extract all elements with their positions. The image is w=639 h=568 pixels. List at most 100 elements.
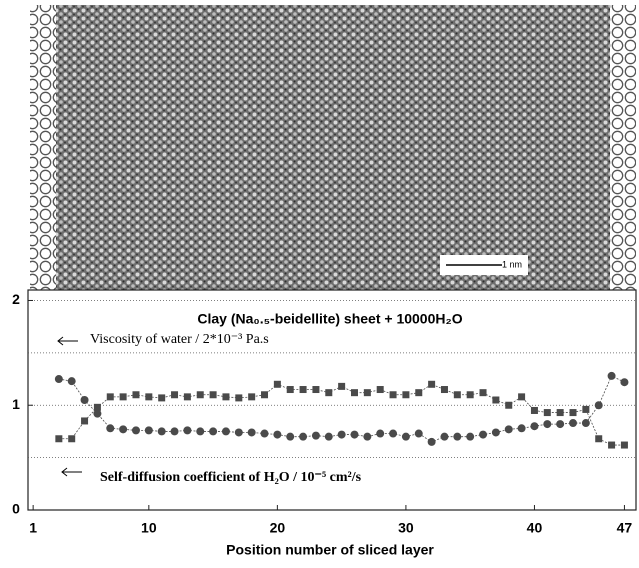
square-marker bbox=[350, 389, 358, 397]
circle-marker bbox=[247, 428, 256, 437]
square-marker bbox=[363, 389, 371, 397]
square-marker bbox=[106, 393, 114, 401]
circle-marker bbox=[543, 420, 552, 429]
x-tick-label: 10 bbox=[141, 520, 157, 536]
square-marker bbox=[299, 386, 307, 394]
square-marker bbox=[492, 396, 500, 404]
square-marker bbox=[428, 380, 436, 388]
scale-bar-label: 1 nm bbox=[502, 259, 522, 269]
circle-marker bbox=[350, 430, 359, 439]
square-marker bbox=[171, 391, 179, 399]
circle-marker bbox=[453, 432, 462, 441]
square-marker bbox=[453, 391, 461, 399]
x-tick-label: 1 bbox=[29, 520, 37, 536]
chart-title: Clay (Na₀.₅-beidellite) sheet + 10000H₂O bbox=[197, 311, 462, 327]
square-marker bbox=[569, 409, 577, 417]
square-marker bbox=[81, 417, 89, 425]
square-marker bbox=[119, 393, 127, 401]
series-label: Self-diffusion coefficient of H₂O / 10⁻⁵… bbox=[100, 470, 362, 485]
square-marker bbox=[286, 386, 294, 394]
circle-marker bbox=[569, 419, 578, 428]
series-label: Viscosity of water / 2*10⁻³ Pa.s bbox=[90, 332, 269, 347]
circle-marker bbox=[324, 432, 333, 441]
square-marker bbox=[389, 391, 397, 399]
square-marker bbox=[505, 401, 513, 409]
arrow-head bbox=[61, 467, 68, 477]
circle-marker bbox=[581, 419, 590, 428]
circle-marker bbox=[556, 420, 565, 429]
circle-marker bbox=[260, 429, 269, 438]
square-marker bbox=[595, 435, 603, 443]
square-marker bbox=[158, 394, 166, 402]
circle-marker bbox=[311, 431, 320, 440]
square-marker bbox=[248, 393, 256, 401]
square-marker bbox=[312, 386, 320, 394]
x-tick-label: 47 bbox=[617, 520, 633, 536]
x-axis-label: Position number of sliced layer bbox=[226, 542, 434, 558]
square-marker bbox=[556, 409, 564, 417]
circle-marker bbox=[54, 375, 63, 384]
circle-marker bbox=[414, 429, 423, 438]
square-marker bbox=[273, 380, 281, 388]
square-marker bbox=[132, 391, 140, 399]
circle-marker bbox=[594, 401, 603, 410]
circle-marker bbox=[491, 428, 500, 437]
circle-marker bbox=[620, 378, 629, 387]
square-marker bbox=[183, 393, 191, 401]
snapshot-image: 1 nm bbox=[30, 5, 636, 290]
circle-marker bbox=[299, 432, 308, 441]
x-tick-label: 20 bbox=[270, 520, 286, 536]
square-marker bbox=[518, 393, 526, 401]
circle-marker bbox=[363, 432, 372, 441]
circle-marker bbox=[504, 425, 513, 434]
y-tick-label: 1 bbox=[12, 396, 20, 412]
circle-marker bbox=[389, 429, 398, 438]
square-marker bbox=[68, 435, 76, 443]
square-marker bbox=[222, 393, 230, 401]
square-marker bbox=[479, 389, 487, 397]
circle-marker bbox=[234, 428, 243, 437]
y-tick-label: 2 bbox=[12, 291, 20, 307]
circle-marker bbox=[80, 396, 89, 404]
circle-marker bbox=[183, 426, 192, 435]
circle-marker bbox=[157, 427, 166, 436]
square-marker bbox=[261, 391, 269, 399]
square-marker bbox=[620, 441, 628, 449]
circle-marker bbox=[530, 422, 539, 431]
square-marker bbox=[145, 393, 153, 401]
plot-frame bbox=[27, 289, 637, 511]
square-marker bbox=[55, 435, 63, 443]
circle-marker bbox=[337, 430, 346, 439]
circle-marker bbox=[144, 426, 153, 435]
square-marker bbox=[209, 391, 217, 399]
square-marker bbox=[466, 391, 474, 399]
x-tick-label: 30 bbox=[398, 520, 414, 536]
circle-marker bbox=[376, 429, 385, 438]
square-marker bbox=[440, 386, 448, 394]
square-marker bbox=[338, 382, 346, 390]
circle-marker bbox=[131, 426, 140, 435]
square-marker bbox=[376, 386, 384, 394]
square-marker bbox=[582, 405, 590, 413]
square-marker bbox=[325, 389, 333, 397]
circle-marker bbox=[466, 432, 475, 441]
square-marker bbox=[402, 391, 410, 399]
square-marker bbox=[93, 403, 101, 411]
circle-marker bbox=[286, 432, 295, 441]
arrow-head bbox=[57, 336, 64, 346]
circle-marker bbox=[196, 427, 205, 436]
square-marker bbox=[415, 389, 423, 397]
circle-marker bbox=[479, 430, 488, 439]
circle-marker bbox=[440, 432, 449, 441]
circle-marker bbox=[106, 424, 115, 433]
square-marker bbox=[530, 406, 538, 414]
circle-marker bbox=[273, 430, 282, 439]
square-marker bbox=[235, 394, 243, 402]
circle-marker bbox=[67, 377, 76, 386]
circle-marker bbox=[607, 371, 616, 380]
circle-marker bbox=[401, 432, 410, 441]
circle-marker bbox=[209, 427, 218, 436]
circle-marker bbox=[427, 437, 436, 446]
square-marker bbox=[608, 441, 616, 449]
